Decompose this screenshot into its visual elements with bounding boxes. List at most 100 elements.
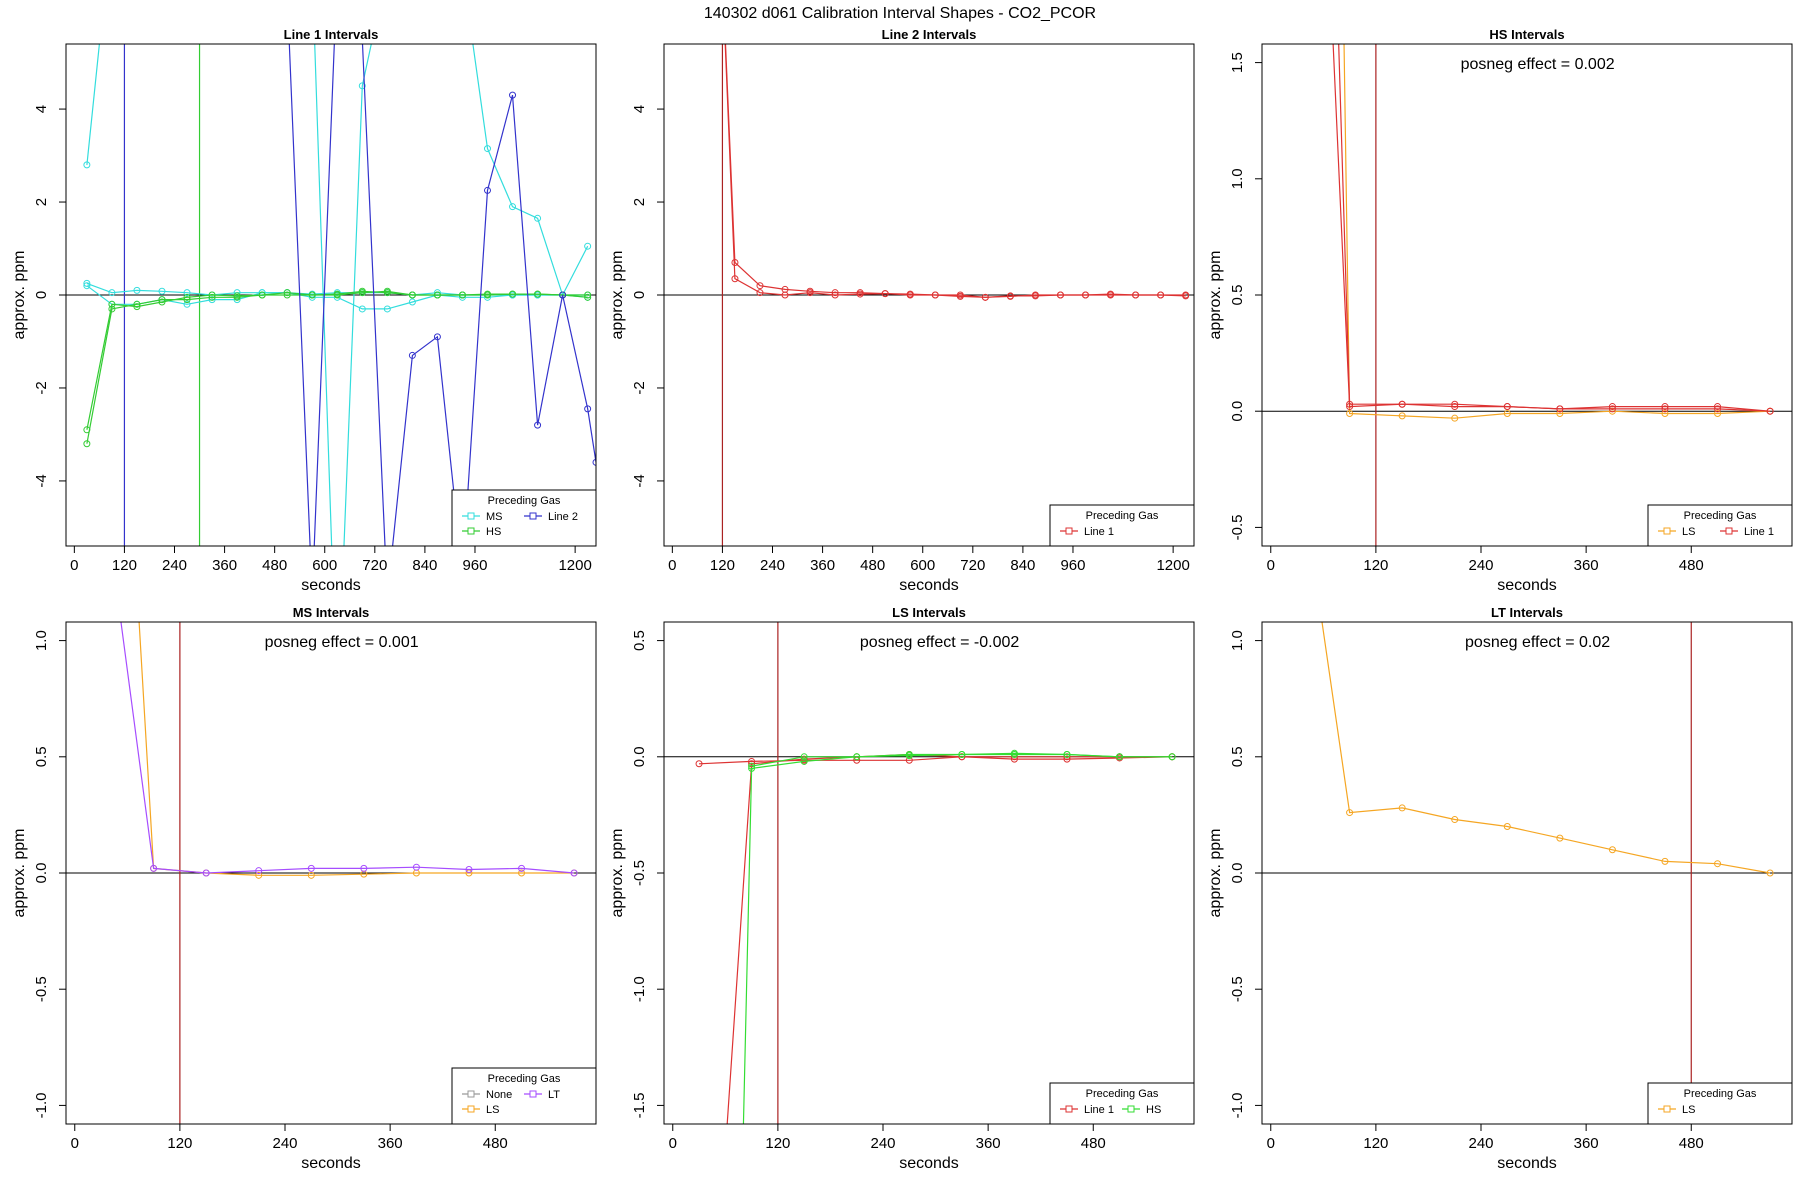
series-line — [1343, 44, 1771, 419]
data-point — [518, 869, 526, 877]
y-tick-label: -1.0 — [1229, 1092, 1246, 1118]
data-point — [1168, 753, 1176, 761]
legend-title: Preceding Gas — [1684, 1088, 1757, 1100]
x-axis-label: seconds — [899, 577, 959, 594]
y-axis-label: approx. ppm — [1207, 251, 1224, 340]
data-point — [1608, 846, 1616, 854]
y-axis-label: approx. ppm — [11, 829, 28, 918]
legend-swatch-marker — [1127, 1105, 1135, 1113]
data-point — [534, 421, 542, 429]
x-tick-label: 0 — [669, 1135, 677, 1152]
x-tick-label: 1200 — [558, 557, 591, 574]
data-point — [1006, 292, 1014, 300]
y-tick-label: 1.0 — [33, 630, 50, 651]
y-axis-label: approx. ppm — [609, 251, 626, 340]
y-tick-label: 2 — [33, 198, 50, 206]
x-tick-label: 480 — [262, 557, 287, 574]
data-point — [358, 82, 366, 90]
x-tick-label: 0 — [70, 557, 78, 574]
panel-6: LT Intervals 0 120 240 360 480 seconds -1.0 -0.5… — [1207, 568, 1793, 1172]
data-point — [1346, 809, 1354, 817]
data-point — [800, 753, 808, 761]
y-tick-label: 0.5 — [33, 746, 50, 767]
x-tick-label: 840 — [412, 557, 437, 574]
data-point — [202, 869, 210, 877]
x-tick-label: 240 — [162, 557, 187, 574]
series-line — [724, 44, 1186, 298]
data-point — [584, 242, 592, 250]
legend-swatch-marker — [467, 512, 475, 520]
x-tick-label: 240 — [1468, 1135, 1493, 1152]
x-tick-label: 720 — [960, 557, 985, 574]
data-point — [905, 752, 913, 760]
legend-entry: Line 2 — [548, 511, 578, 523]
plot-area — [1262, 568, 1792, 1124]
legend-swatch-marker — [1065, 1105, 1073, 1113]
data-point — [108, 300, 116, 308]
panel-title: Line 1 Intervals — [284, 27, 379, 42]
plot-frame — [663, 621, 1195, 1125]
data-point — [1182, 291, 1190, 299]
x-tick-label: 480 — [1081, 1135, 1106, 1152]
panel-5: LS Intervals 0 120 240 360 480 seconds -1.5 -1.0… — [609, 605, 1195, 1172]
data-point — [1503, 403, 1511, 411]
x-axis-label: seconds — [899, 1155, 959, 1172]
legend-entry: Line 1 — [1744, 526, 1774, 538]
x-tick-label: 840 — [1010, 557, 1035, 574]
y-tick-label: -0.5 — [1229, 976, 1246, 1002]
y-tick-label: -0.5 — [1229, 514, 1246, 540]
legend-swatch-marker — [1725, 527, 1733, 535]
data-point — [800, 757, 808, 765]
data-point — [731, 275, 739, 283]
y-tick-label: 0.5 — [631, 630, 648, 651]
data-point — [1608, 403, 1616, 411]
y-tick-label: 1.0 — [1229, 630, 1246, 651]
data-point — [806, 289, 814, 297]
data-point — [584, 405, 592, 413]
y-tick-label: 4 — [631, 105, 648, 113]
y-tick-label: -1.0 — [33, 1092, 50, 1118]
y-tick-label: 0.0 — [1229, 401, 1246, 422]
y-tick-label: 0.0 — [33, 863, 50, 884]
legend: Preceding Gas LS Line 1 — [1647, 504, 1793, 547]
data-point — [853, 753, 861, 761]
legend-swatch-marker — [529, 1090, 537, 1098]
data-point — [208, 291, 216, 299]
data-point — [1556, 834, 1564, 842]
x-tick-label: 600 — [312, 557, 337, 574]
data-point — [333, 290, 341, 298]
x-tick-label: 120 — [710, 557, 735, 574]
legend-swatch-marker — [1663, 527, 1671, 535]
posneg-annotation: posneg effect = 0.001 — [265, 634, 419, 651]
data-point — [334, 710, 340, 716]
x-tick-label: 360 — [1574, 557, 1599, 574]
data-point — [1714, 405, 1722, 413]
data-point — [1312, 568, 1318, 574]
data-point — [1766, 407, 1774, 415]
y-tick-label: 0.0 — [1229, 863, 1246, 884]
legend-entry: LT — [548, 1089, 560, 1101]
data-point — [133, 300, 141, 308]
legend: Preceding Gas None LS LT — [451, 1067, 597, 1125]
data-point — [1116, 753, 1124, 761]
legend-box — [1647, 504, 1793, 547]
data-point — [781, 291, 789, 299]
data-point — [183, 300, 191, 308]
data-point — [183, 293, 191, 301]
legend-entry: None — [486, 1089, 512, 1101]
data-point — [208, 296, 216, 304]
y-tick-label: 0 — [631, 291, 648, 299]
data-point — [1451, 816, 1459, 824]
data-point — [83, 426, 91, 434]
data-point — [233, 296, 241, 304]
legend-entry: LS — [486, 1104, 499, 1116]
y-tick-label: 0 — [33, 291, 50, 299]
y-tick-label: -2 — [631, 381, 648, 394]
data-point — [309, 594, 315, 600]
series-line — [1321, 622, 1771, 874]
data-point — [433, 291, 441, 299]
x-tick-label: 480 — [1679, 557, 1704, 574]
data-point — [1056, 291, 1064, 299]
data-point — [981, 293, 989, 301]
